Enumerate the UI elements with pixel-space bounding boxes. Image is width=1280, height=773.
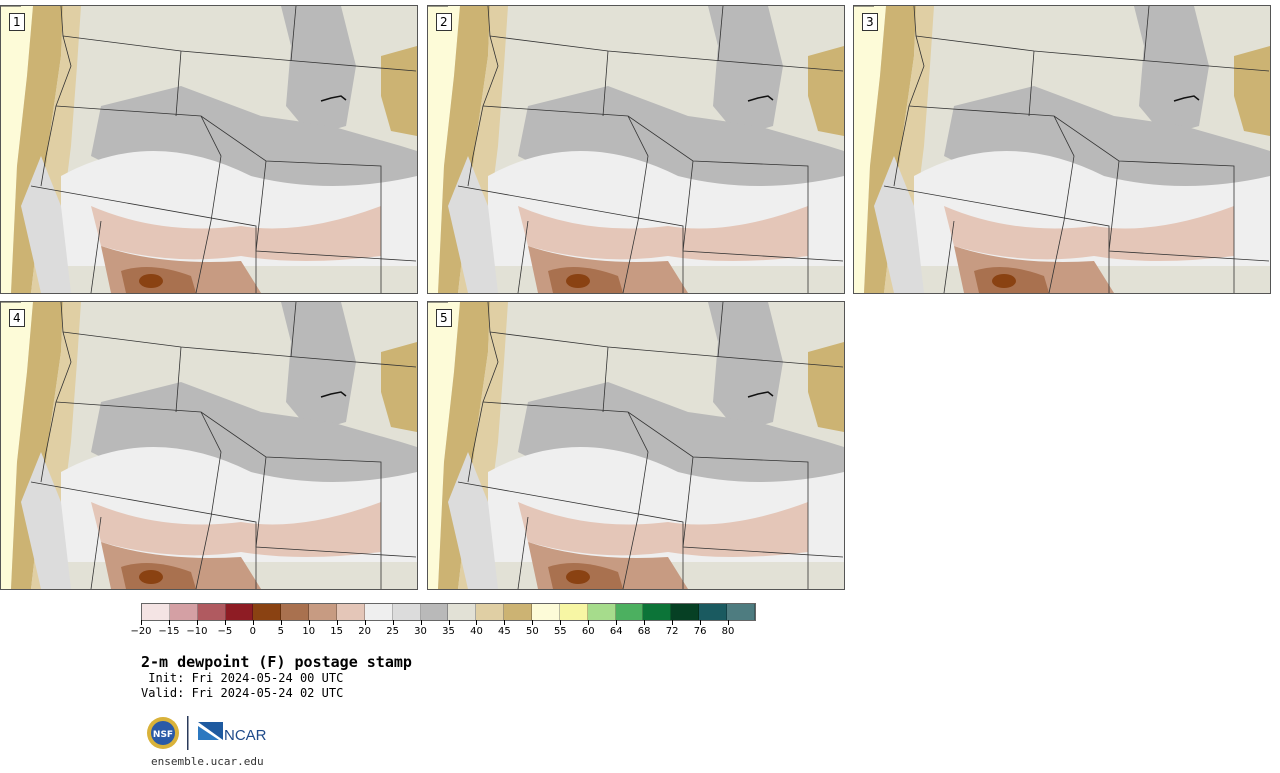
colorbar-tick xyxy=(672,620,674,625)
colorbar-tick-label: 30 xyxy=(414,626,427,637)
colorbar-tick-label: 68 xyxy=(637,626,651,637)
colorbar-tick xyxy=(616,620,618,625)
colorbar-swatch xyxy=(643,604,672,620)
colorbar-swatch xyxy=(169,604,198,620)
colorbar-swatch xyxy=(448,604,477,620)
colorbar-tick xyxy=(504,620,506,625)
dewpoint-colorbar xyxy=(141,603,756,621)
colorbar-tick-label: −20 xyxy=(130,626,152,637)
colorbar-tick-label: 45 xyxy=(498,626,511,637)
colorbar-tick xyxy=(196,620,198,625)
colorbar-tick-label: 10 xyxy=(302,626,316,637)
colorbar-swatch xyxy=(392,604,421,620)
colorbar-tick xyxy=(448,620,450,625)
colorbar-swatch xyxy=(309,604,338,620)
colorbar-tick xyxy=(644,620,646,625)
sponsor-logos: NSF NCAR xyxy=(145,714,275,752)
colorbar-tick xyxy=(336,620,338,625)
colorbar-swatch xyxy=(142,604,170,620)
colorbar-tick xyxy=(224,620,226,625)
colorbar-tick-label: −5 xyxy=(217,626,233,637)
colorbar-tick-label: 35 xyxy=(442,626,455,637)
colorbar-swatch xyxy=(197,604,226,620)
colorbar-swatch xyxy=(364,604,393,620)
member-panel-5: 5 xyxy=(427,301,845,590)
colorbar-swatch xyxy=(337,604,365,620)
member-label: 3 xyxy=(862,13,878,31)
colorbar-swatch xyxy=(225,604,254,620)
member-panel-3: 3 xyxy=(853,5,1271,294)
colorbar-tick-label: 20 xyxy=(358,626,371,637)
colorbar-tick xyxy=(420,620,422,625)
colorbar-tick xyxy=(392,620,394,625)
colorbar-swatch xyxy=(615,604,644,620)
colorbar-tick xyxy=(700,620,702,625)
ncar-logo: NCAR xyxy=(198,722,267,744)
member-label: 1 xyxy=(9,13,25,31)
colorbar-tick-label: 5 xyxy=(277,626,284,637)
init-time: Init: Fri 2024-05-24 00 UTC xyxy=(141,671,344,685)
colorbar-tick xyxy=(364,620,366,625)
colorbar-tick-label: 80 xyxy=(721,626,735,637)
member-panel-4: 4 xyxy=(0,301,418,590)
site-url: ensemble.ucar.edu xyxy=(151,755,264,768)
colorbar-tick xyxy=(308,620,310,625)
colorbar-tick xyxy=(252,620,254,625)
colorbar-ticks: −20 −15 −10 −5 0 5 10 15 20 25 30 35 40 45 50 55 60 64 68 7… xyxy=(130,620,756,642)
colorbar-tick-label: 76 xyxy=(693,626,707,637)
svg-text:NCAR: NCAR xyxy=(224,727,267,744)
member-panel-1: 1 xyxy=(0,5,418,294)
colorbar-tick xyxy=(280,620,282,625)
nsf-logo: NSF xyxy=(147,717,179,749)
colorbar-tick xyxy=(728,620,730,625)
colorbar-swatch xyxy=(253,604,282,620)
colorbar-tick-label: 40 xyxy=(470,626,483,637)
colorbar-swatch xyxy=(559,604,588,620)
colorbar-tick-label: 72 xyxy=(665,626,679,637)
colorbar-tick-label: 50 xyxy=(525,626,539,637)
colorbar-tick xyxy=(476,620,478,625)
colorbar-tick xyxy=(532,620,534,625)
colorbar-tick xyxy=(141,620,142,625)
colorbar-swatch xyxy=(532,604,560,620)
colorbar-tick-label: 55 xyxy=(553,626,567,637)
colorbar-swatch xyxy=(699,604,728,620)
colorbar-swatch xyxy=(476,604,505,620)
member-label: 5 xyxy=(436,309,452,327)
member-label: 4 xyxy=(9,309,25,327)
colorbar-tick-label: −10 xyxy=(186,626,208,637)
colorbar-tick-label: 64 xyxy=(609,626,623,637)
colorbar-swatch xyxy=(504,604,533,620)
colorbar-tick xyxy=(560,620,562,625)
colorbar-tick xyxy=(588,620,590,625)
colorbar-tick-label: 0 xyxy=(249,626,256,637)
colorbar-swatch xyxy=(281,604,310,620)
valid-time: Valid: Fri 2024-05-24 02 UTC xyxy=(141,686,344,700)
colorbar-swatch xyxy=(420,604,449,620)
chart-title: 2-m dewpoint (F) postage stamp xyxy=(141,653,412,671)
svg-text:NSF: NSF xyxy=(153,730,173,740)
colorbar-tick-label: 15 xyxy=(330,626,344,637)
colorbar-swatch xyxy=(671,604,700,620)
colorbar-swatch xyxy=(727,604,755,620)
colorbar-tick-label: 60 xyxy=(581,626,595,637)
colorbar-swatch xyxy=(587,604,616,620)
colorbar-tick-label: 25 xyxy=(386,626,399,637)
colorbar-tick xyxy=(168,620,170,625)
member-label: 2 xyxy=(436,13,452,31)
member-panel-2: 2 xyxy=(427,5,845,294)
colorbar-tick-label: −15 xyxy=(158,626,180,637)
